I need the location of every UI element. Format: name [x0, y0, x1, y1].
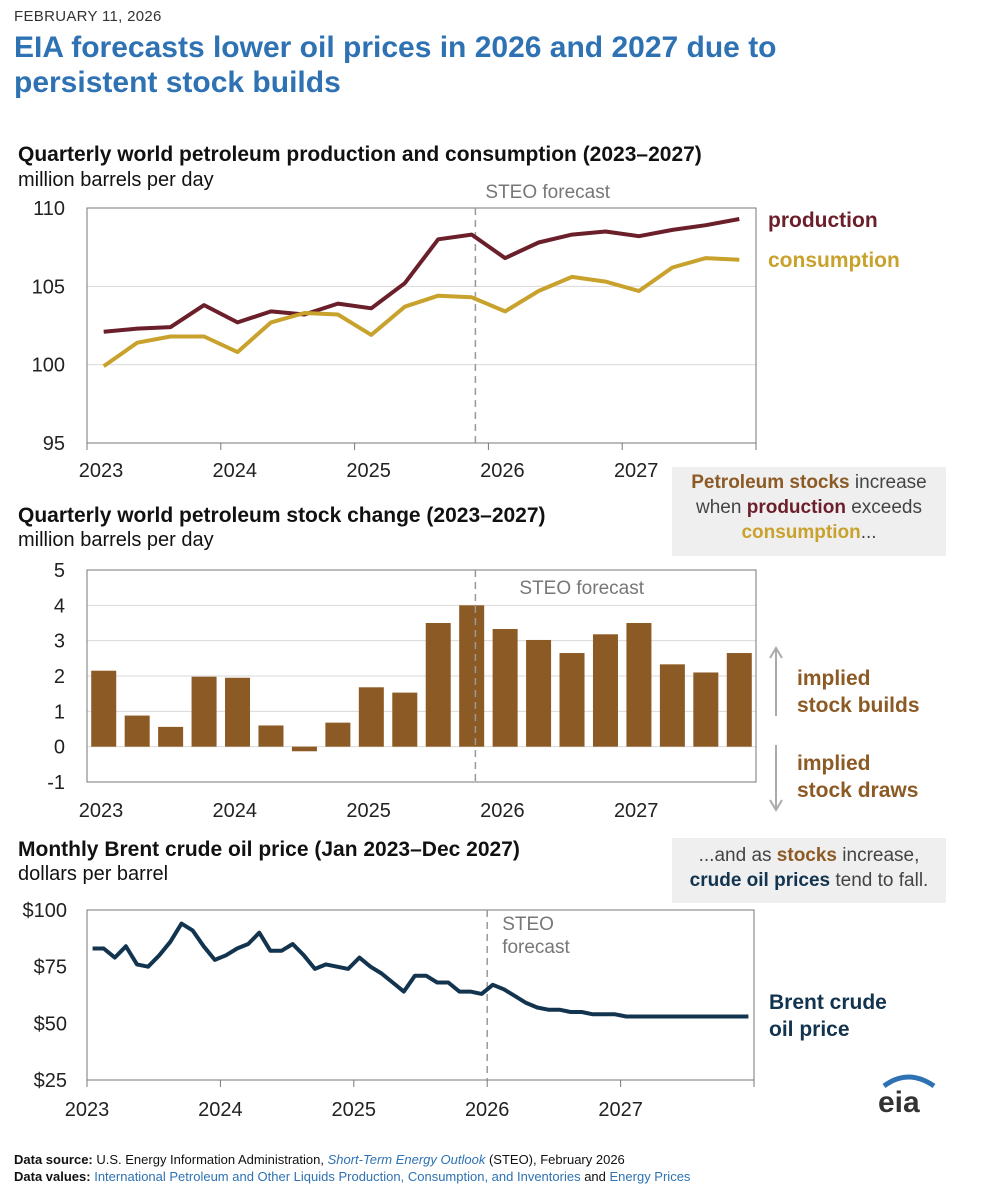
- petroleum-data-link[interactable]: International Petroleum and Other Liquid…: [94, 1169, 581, 1184]
- y-tick-label: -1: [47, 772, 65, 794]
- plot-frame: [86, 207, 757, 444]
- y-tick-label: 110: [33, 198, 65, 220]
- x-tick-label: 2026: [480, 800, 525, 822]
- y-tick-label: 1: [54, 701, 65, 723]
- x-tick-label: 2023: [65, 1099, 110, 1121]
- stock-change-bar: [191, 676, 217, 747]
- stock-change-bar: [526, 639, 552, 747]
- chart1-title: Quarterly world petroleum production and…: [18, 143, 702, 166]
- down-arrowhead-icon: [769, 799, 783, 812]
- x-tick-label: 2025: [332, 1099, 377, 1121]
- y-tick-label: 4: [54, 595, 65, 617]
- production-line: [103, 217, 740, 334]
- callout-prices-fall: ...and as stocks increase, crude oil pri…: [672, 838, 946, 903]
- x-tick-label: 2024: [213, 800, 258, 822]
- x-tick-label: 2025: [346, 800, 391, 822]
- x-tick-label: 2025: [346, 460, 391, 482]
- stock-change-bar: [492, 629, 518, 747]
- forecast-label: STEO forecast: [519, 578, 644, 599]
- stock-change-bar: [626, 623, 652, 747]
- stock-change-bar: [726, 653, 752, 747]
- chart3-unit: dollars per barrel: [18, 863, 169, 885]
- implied-draws-label: implied stock draws: [797, 752, 919, 802]
- forecast-label-line2: forecast: [502, 937, 570, 958]
- implied-builds-label: implied stock builds: [797, 667, 920, 717]
- y-tick-label: $50: [34, 1013, 67, 1035]
- stock-change-bar: [225, 677, 251, 747]
- stock-change-bar: [425, 623, 451, 747]
- production-label: production: [768, 209, 878, 232]
- y-tick-label: 5: [54, 560, 65, 582]
- y-tick-label: 3: [54, 631, 65, 653]
- stock-change-bar: [124, 715, 150, 747]
- data-source-line: Data source: U.S. Energy Information Adm…: [14, 1152, 625, 1167]
- publication-date: FEBRUARY 11, 2026: [14, 8, 162, 25]
- forecast-label-line1: STEO: [502, 914, 554, 935]
- y-tick-label: 100: [32, 355, 65, 377]
- x-tick-label: 2024: [198, 1099, 243, 1121]
- stock-change-bar: [392, 692, 418, 747]
- consumption-label: consumption: [768, 249, 900, 272]
- plot-frame: [86, 569, 757, 783]
- stock-change-bar: [325, 722, 351, 747]
- y-tick-label: 95: [43, 433, 65, 455]
- y-tick-label: $75: [34, 957, 67, 979]
- x-tick-label: 2023: [79, 800, 124, 822]
- forecast-label: STEO forecast: [485, 182, 610, 203]
- stock-change-bar: [592, 634, 618, 747]
- x-tick-label: 2026: [480, 460, 525, 482]
- stock-change-bar: [693, 672, 719, 747]
- y-tick-label: 0: [54, 737, 65, 759]
- up-arrowhead-icon: [769, 646, 783, 659]
- steo-link[interactable]: Short-Term Energy Outlook: [327, 1152, 486, 1167]
- y-tick-label: 2: [54, 666, 65, 688]
- x-tick-label: 2024: [213, 460, 258, 482]
- y-tick-label: $100: [23, 900, 68, 922]
- chart2-title: Quarterly world petroleum stock change (…: [18, 504, 546, 527]
- stock-change-chart: 5 4 3 2 1 0 -1 2023 2024 2025 2026 2027 STEO forecas…: [47, 560, 783, 822]
- chart1-unit: million barrels per day: [18, 169, 214, 191]
- y-tick-label: $25: [34, 1070, 67, 1092]
- eia-logo: eia: [878, 1074, 936, 1119]
- callout-stocks-increase: Petroleum stocks increase when productio…: [672, 467, 946, 556]
- x-tick-label: 2027: [614, 800, 659, 822]
- brent-label: Brent crude oil price: [769, 991, 887, 1041]
- x-tick-label: 2027: [614, 460, 659, 482]
- stock-change-bar: [91, 670, 117, 747]
- data-values-line: Data values: International Petroleum and…: [14, 1169, 691, 1184]
- y-tick-label: 105: [32, 276, 65, 298]
- x-tick-label: 2027: [598, 1099, 643, 1121]
- chart3-title: Monthly Brent crude oil price (Jan 2023–…: [18, 838, 520, 861]
- stock-change-bar: [459, 605, 485, 747]
- production-consumption-chart: 110 105 100 95 2023 2024 2025 2026 2027 STEO fore…: [32, 182, 757, 482]
- consumption-line: [102, 256, 740, 368]
- stock-change-bar: [358, 687, 384, 747]
- plot-frame: [86, 909, 755, 1081]
- chart2-unit: million barrels per day: [18, 529, 214, 551]
- energy-prices-link[interactable]: Energy Prices: [609, 1169, 691, 1184]
- stock-change-bar: [291, 746, 317, 752]
- stock-change-bar: [258, 725, 284, 747]
- x-tick-label: 2023: [79, 460, 124, 482]
- stock-change-bar: [559, 653, 585, 747]
- brent-price-line: [92, 921, 749, 1019]
- x-tick-label: 2026: [465, 1099, 510, 1121]
- stock-change-bar: [158, 726, 184, 747]
- logo-arc-icon: [882, 1074, 936, 1089]
- stock-change-bar: [659, 664, 685, 747]
- brent-price-chart: $100 $75 $50 $25 2023 2024 2025 2026 2027 STEOfor…: [23, 900, 755, 1121]
- page-title: EIA forecasts lower oil prices in 2026 a…: [14, 31, 777, 99]
- logo-text: eia: [878, 1086, 920, 1119]
